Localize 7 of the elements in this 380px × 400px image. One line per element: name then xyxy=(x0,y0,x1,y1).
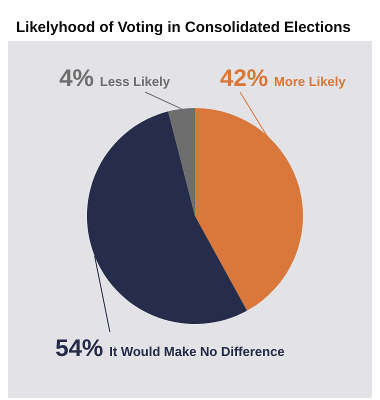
data-label: 4% xyxy=(59,65,94,92)
chart-title: Likelyhood of Voting in Consolidated Elections xyxy=(8,14,372,41)
slice-label: Less Likely xyxy=(100,74,171,89)
slice-label: It Would Make No Difference xyxy=(109,344,285,359)
data-label: 54% xyxy=(55,335,104,362)
slice-label: More Likely xyxy=(274,74,346,89)
data-label: 42% xyxy=(220,65,268,92)
